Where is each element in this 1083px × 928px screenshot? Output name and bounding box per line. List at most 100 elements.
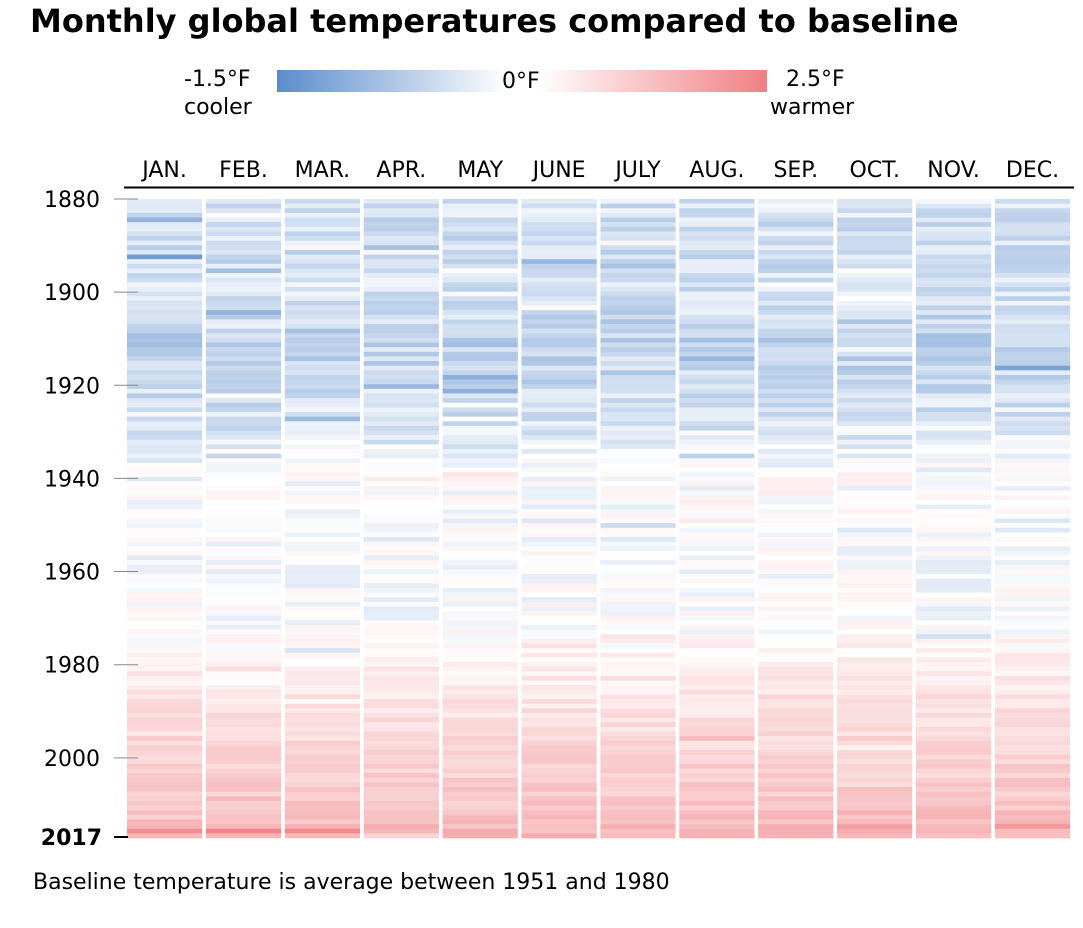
heatmap-cell: [284, 564, 360, 570]
heatmap-cell: [363, 768, 439, 774]
heatmap-cell: [521, 263, 597, 269]
heatmap-cell: [442, 226, 518, 232]
heatmap-cell: [679, 824, 755, 830]
heatmap-cell: [994, 740, 1071, 746]
heatmap-cell: [284, 611, 360, 617]
heatmap-cell: [127, 615, 203, 621]
heatmap-cell: [442, 282, 518, 288]
heatmap-cell: [758, 347, 834, 353]
heatmap-cell: [679, 314, 755, 320]
heatmap-cell: [994, 236, 1071, 242]
heatmap-cell: [916, 504, 992, 510]
heatmap-cell: [363, 773, 439, 779]
heatmap-cell: [837, 606, 913, 612]
heatmap-cell: [600, 768, 676, 774]
heatmap-cell: [205, 384, 282, 390]
heatmap-cell: [994, 421, 1071, 427]
heatmap-cell: [994, 666, 1071, 672]
heatmap-cell: [679, 657, 755, 663]
heatmap-cell: [994, 759, 1071, 765]
heatmap-cell: [205, 282, 282, 288]
heatmap-cell: [205, 273, 282, 279]
heatmap-cell: [284, 745, 360, 751]
heatmap-cell: [916, 217, 992, 223]
heatmap-cell: [600, 546, 676, 552]
heatmap-cell: [916, 356, 992, 362]
heatmap-cell: [442, 791, 518, 797]
heatmap-cell: [442, 662, 518, 668]
heatmap-cell: [837, 472, 913, 478]
heatmap-cell: [916, 518, 992, 524]
heatmap-cell: [837, 750, 913, 755]
heatmap-cell: [127, 666, 203, 672]
heatmap-cell: [679, 361, 755, 367]
heatmap-cell: [521, 495, 597, 501]
heatmap-cell: [600, 504, 676, 510]
heatmap-cell: [442, 337, 518, 343]
heatmap-cell: [284, 300, 360, 306]
heatmap-cell: [758, 615, 834, 621]
heatmap-cell: [521, 481, 597, 487]
heatmap-cell: [127, 249, 203, 255]
heatmap-cell: [521, 597, 597, 603]
column-label-feb: FEB.: [219, 158, 268, 183]
heatmap-cell: [600, 611, 676, 617]
heatmap-cell: [758, 217, 834, 223]
heatmap-cell: [127, 652, 203, 658]
heatmap-cell: [600, 592, 676, 598]
heatmap-cell: [600, 300, 676, 306]
heatmap-cell: [679, 435, 755, 441]
heatmap-cell: [600, 296, 676, 302]
heatmap-cell: [363, 319, 439, 325]
heatmap-cell: [994, 611, 1071, 617]
heatmap-cell: [600, 643, 676, 649]
heatmap-cell: [994, 574, 1071, 580]
heatmap-cell: [679, 768, 755, 774]
heatmap-cell: [442, 273, 518, 279]
heatmap-cell: [600, 370, 676, 376]
heatmap-cell: [205, 587, 282, 593]
heatmap-cell: [994, 643, 1071, 649]
heatmap-cell: [679, 259, 755, 265]
heatmap-cell: [994, 472, 1071, 478]
heatmap-cell: [758, 629, 834, 635]
heatmap-cell: [600, 495, 676, 501]
heatmap-cell: [284, 782, 360, 788]
heatmap-cell: [521, 435, 597, 441]
heatmap-cell: [205, 671, 282, 677]
heatmap-cell: [916, 703, 992, 709]
heatmap-cell: [837, 351, 913, 357]
heatmap-cell: [442, 550, 518, 556]
heatmap-cell: [205, 374, 282, 380]
heatmap-cell: [994, 245, 1071, 251]
heatmap-cell: [837, 629, 913, 635]
heatmap-cell: [442, 296, 518, 302]
heatmap-cell: [994, 629, 1071, 635]
heatmap-cell: [994, 467, 1071, 473]
heatmap-cell: [916, 740, 992, 746]
heatmap-cell: [284, 249, 360, 255]
heatmap-cell: [284, 305, 360, 311]
heatmap-cell: [758, 476, 834, 482]
heatmap-cell: [442, 379, 518, 385]
heatmap-cell: [758, 685, 834, 691]
heatmap-cell: [758, 282, 834, 288]
heatmap-cell: [916, 652, 992, 658]
heatmap-cell: [442, 824, 518, 830]
heatmap-cell: [363, 833, 439, 839]
heatmap-cell: [363, 643, 439, 649]
heatmap-cell: [758, 324, 834, 329]
heatmap-cell: [442, 560, 518, 566]
heatmap-cell: [679, 810, 755, 816]
heatmap-cell: [521, 532, 597, 538]
heatmap-cell: [205, 324, 282, 329]
heatmap-cell: [363, 393, 439, 399]
heatmap-cell: [600, 245, 676, 251]
heatmap-cell: [205, 509, 282, 515]
heatmap-cell: [600, 273, 676, 279]
heatmap-cell: [994, 476, 1071, 482]
heatmap-cell: [758, 425, 834, 431]
heatmap-cell: [521, 388, 597, 394]
heatmap-cell: [758, 273, 834, 279]
heatmap-cell: [284, 592, 360, 598]
